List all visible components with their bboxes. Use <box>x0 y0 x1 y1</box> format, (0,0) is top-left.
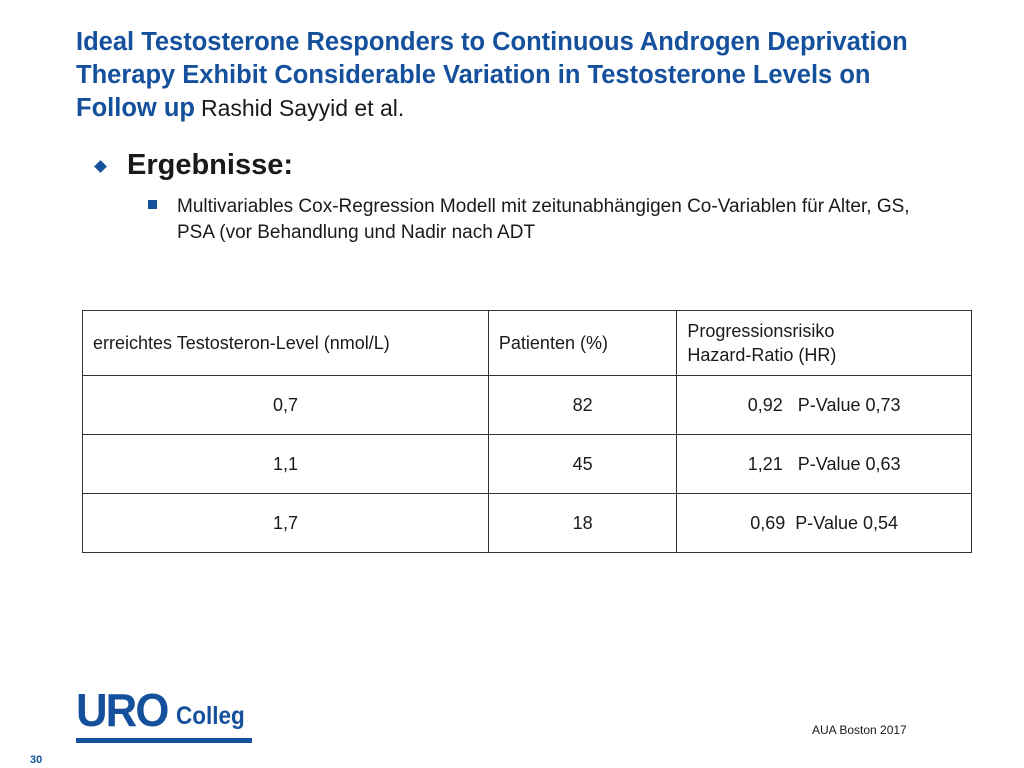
table-row: 1,7 18 0,69 P-Value 0,54 <box>82 493 972 553</box>
slide-title-text: Ideal Testosterone Responders to Continu… <box>76 28 908 122</box>
section-bullet: Ergebnisse: <box>94 148 293 182</box>
section-heading: Ergebnisse: <box>127 149 293 181</box>
sub-bullet: Multivariables Cox-Regression Modell mit… <box>148 194 948 246</box>
cell-hazard-ratio: 1,21 P-Value 0,63 <box>676 434 972 494</box>
header-testosterone-level: erreichtes Testosteron-Level (nmol/L) <box>82 310 489 376</box>
logo-colleg-text: Colleg <box>176 702 245 730</box>
cell-level: 0,7 <box>82 375 489 435</box>
cell-level: 1,1 <box>82 434 489 494</box>
header-progression-risk: Progressionsrisiko Hazard-Ratio (HR) <box>676 310 972 376</box>
results-table: erreichtes Testosteron-Level (nmol/L) Pa… <box>82 310 972 553</box>
cell-level: 1,7 <box>82 493 489 553</box>
page-number: 30 <box>30 754 43 766</box>
cell-hazard-ratio: 0,92 P-Value 0,73 <box>676 375 972 435</box>
table-row: 0,7 82 0,92 P-Value 0,73 <box>82 375 972 435</box>
table-header-row: erreichtes Testosteron-Level (nmol/L) Pa… <box>82 310 972 376</box>
author-credit: Rashid Sayyid et al. <box>200 95 405 121</box>
slide-title: Ideal Testosterone Responders to Continu… <box>76 26 956 125</box>
table-row: 1,1 45 1,21 P-Value 0,63 <box>82 434 972 494</box>
sub-bullet-text: Multivariables Cox-Regression Modell mit… <box>177 196 910 243</box>
urocolleg-logo: URO Colleg <box>76 684 253 736</box>
cell-patients: 82 <box>487 375 678 435</box>
header-patients: Patienten (%) <box>487 310 678 376</box>
cell-hazard-ratio: 0,69 P-Value 0,54 <box>676 493 972 553</box>
square-bullet-icon <box>148 200 157 209</box>
cell-patients: 18 <box>487 493 678 553</box>
header-risk-line2: Hazard-Ratio (HR) <box>687 345 837 365</box>
cell-patients: 45 <box>487 434 678 494</box>
source-note: AUA Boston 2017 <box>812 723 907 737</box>
header-risk-line1: Progressionsrisiko <box>687 321 835 341</box>
diamond-bullet-icon <box>94 159 107 173</box>
logo-underline <box>76 738 252 743</box>
logo-uro-text: URO <box>76 684 169 736</box>
